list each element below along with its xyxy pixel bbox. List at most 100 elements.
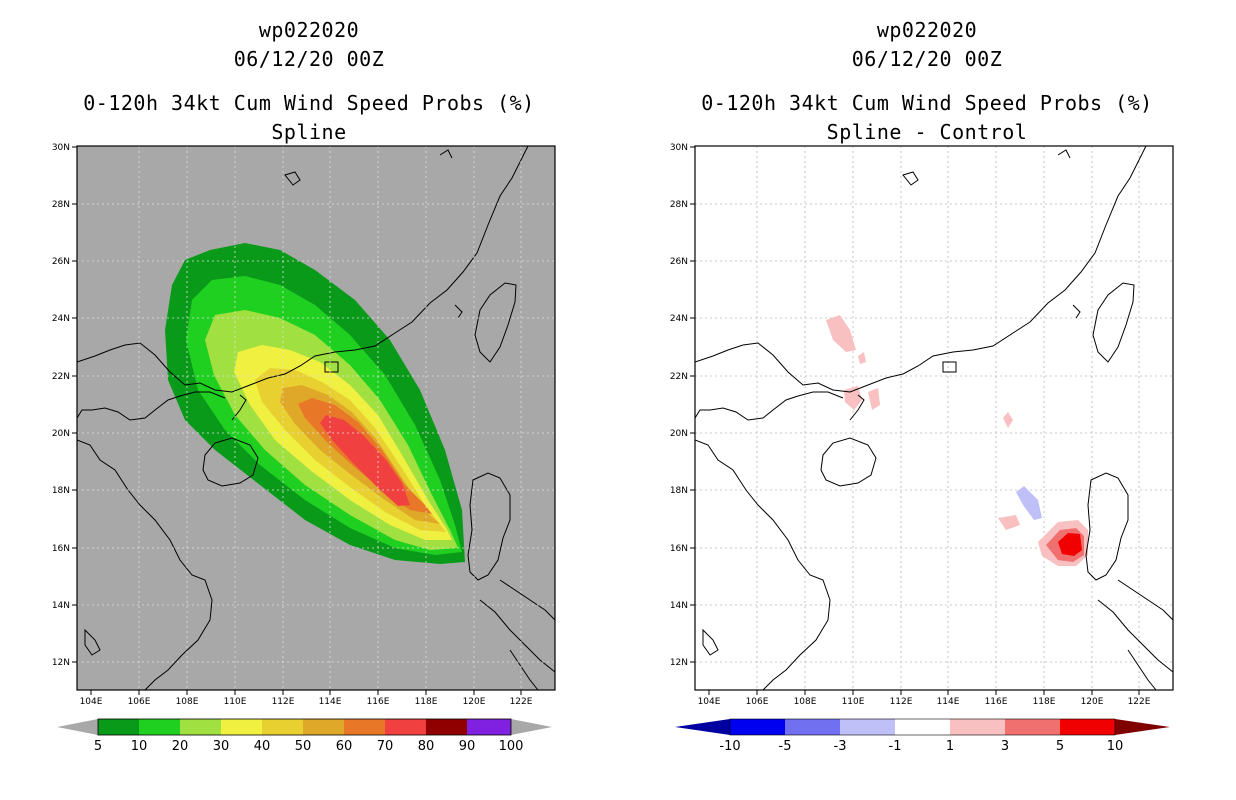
colorbar-label: 50 [295,739,312,754]
colorbar-swatch [98,719,139,735]
lat-label: 14N [670,601,688,611]
diff-positive-small [826,315,856,352]
colorbar-label: 1 [946,739,954,754]
colorbar-label: 5 [94,739,102,754]
colorbar-label: 20 [172,739,189,754]
colorbar-label: 3 [1001,739,1009,754]
lon-label: 114E [319,697,342,707]
colorbar-low-arrow [675,719,730,735]
right-map-panel: wp022020 06/12/20 00Z 0-120h 34kt Cum Wi… [618,0,1236,800]
lat-label: 18N [52,486,70,496]
lon-label: 112E [272,697,295,707]
left-map-frame [76,145,556,691]
lat-label: 28N [52,200,70,210]
lon-label: 120E [1081,697,1104,707]
lat-label: 12N [670,658,688,668]
colorbar-label: -5 [779,739,792,754]
lat-label: 12N [52,658,70,668]
lon-label: 108E [794,697,817,707]
diff-positive-small [998,515,1020,530]
left-storm-id: wp022020 [258,18,360,42]
right-datetime: 06/12/20 00Z [851,47,1003,71]
colorbar-high-arrow [511,719,552,735]
diff-positive-small [858,352,866,364]
diff-positive-5 [1058,533,1082,556]
colorbar-label: 80 [418,739,435,754]
colorbar-label: -1 [889,739,902,754]
left-product-title: 0-120h 34kt Cum Wind Speed Probs (%) [83,91,535,115]
lon-label: 116E [985,697,1008,707]
colorbar-label: 70 [377,739,394,754]
right-map-frame [694,145,1174,691]
lon-label: 120E [463,697,486,707]
lon-label: 104E [80,697,103,707]
lon-label: 116E [367,697,390,707]
lat-label: 24N [670,314,688,324]
lon-label: 106E [746,697,769,707]
lon-label: 122E [1128,697,1151,707]
left-subtitle: Spline [271,120,347,144]
lon-label: 122E [510,697,533,707]
left-gridlines [77,146,555,690]
lat-label: 16N [670,544,688,554]
lat-label: 30N [52,143,70,153]
lon-label: 108E [176,697,199,707]
lat-label: 22N [52,372,70,382]
lat-label: 26N [52,257,70,267]
colorbar-label: -10 [719,739,740,754]
diff-negative-small [1016,486,1042,520]
right-gridlines [695,146,1173,690]
right-subtitle: Spline - Control [826,120,1028,144]
lon-label: 114E [937,697,960,707]
lon-label: 106E [128,697,151,707]
lat-label: 28N [670,200,688,210]
left-datetime: 06/12/20 00Z [233,47,385,71]
colorbar-label: 100 [499,739,524,754]
lat-label: 20N [52,429,70,439]
colorbar-low-arrow [57,719,98,735]
colorbar-swatch [950,719,1005,735]
contour-70 [320,415,410,506]
lon-label: 112E [890,697,913,707]
lon-label: 104E [698,697,721,707]
lat-label: 30N [670,143,688,153]
colorbar-label: 30 [213,739,230,754]
colorbar-label: 60 [336,739,353,754]
lon-label: 118E [1033,697,1056,707]
lon-label: 110E [224,697,247,707]
diff-positive-small [868,388,880,410]
right-map-background [695,146,1173,690]
left-coastlines [77,146,555,690]
colorbar-label: 10 [131,739,148,754]
left-ticks [72,146,522,695]
colorbar-swatch [303,719,344,735]
colorbar-swatch [730,719,785,735]
colorbar-swatch [840,719,895,735]
lon-label: 110E [842,697,865,707]
diff-positive-small [1003,412,1013,428]
colorbar-swatch [180,719,221,735]
right-product-title: 0-120h 34kt Cum Wind Speed Probs (%) [701,91,1153,115]
right-colorbar: -10 -5 -3 -1 1 3 5 10 [675,718,1170,754]
colorbar-swatch [426,719,467,735]
left-probability-contours [165,243,465,564]
colorbar-label: 10 [1107,739,1124,754]
lon-label: 118E [415,697,438,707]
lat-label: 18N [670,486,688,496]
colorbar-label: 5 [1056,739,1064,754]
left-map: 30N 28N 26N 24N 22N 20N 18N 16N 14N 12N … [52,143,556,754]
colorbar-swatch [385,719,426,735]
colorbar-label: 40 [254,739,271,754]
colorbar-high-arrow [1115,719,1170,735]
lat-label: 16N [52,544,70,554]
colorbar-swatch [467,719,511,735]
right-storm-id: wp022020 [876,18,978,42]
colorbar-label: -3 [834,739,847,754]
colorbar-swatch [139,719,180,735]
colorbar-label: 90 [459,739,476,754]
lat-label: 22N [670,372,688,382]
colorbar-swatch [344,719,385,735]
right-coastlines [695,146,1173,690]
right-ticks [690,146,1140,695]
colorbar-swatch [1060,719,1115,735]
